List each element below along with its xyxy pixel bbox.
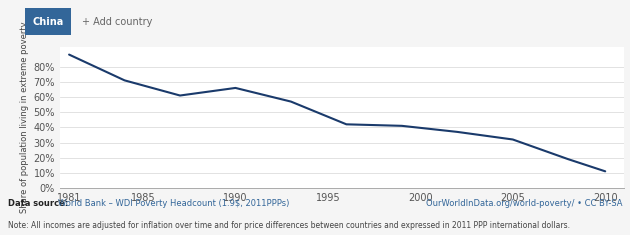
- FancyBboxPatch shape: [25, 8, 71, 35]
- Y-axis label: Share of population living in extreme poverty: Share of population living in extreme po…: [20, 22, 30, 213]
- Text: World Bank – WDI Poverty Headcount (1.9$, 2011PPPs): World Bank – WDI Poverty Headcount (1.9$…: [58, 199, 289, 208]
- Text: China: China: [32, 17, 64, 27]
- Text: OurWorldInData.org/world-poverty/ • CC BY-SA: OurWorldInData.org/world-poverty/ • CC B…: [426, 199, 622, 208]
- Text: + Add country: + Add country: [82, 17, 152, 27]
- Text: Note: All incomes are adjusted for inflation over time and for price differences: Note: All incomes are adjusted for infla…: [8, 221, 570, 230]
- Text: Data source:: Data source:: [8, 199, 71, 208]
